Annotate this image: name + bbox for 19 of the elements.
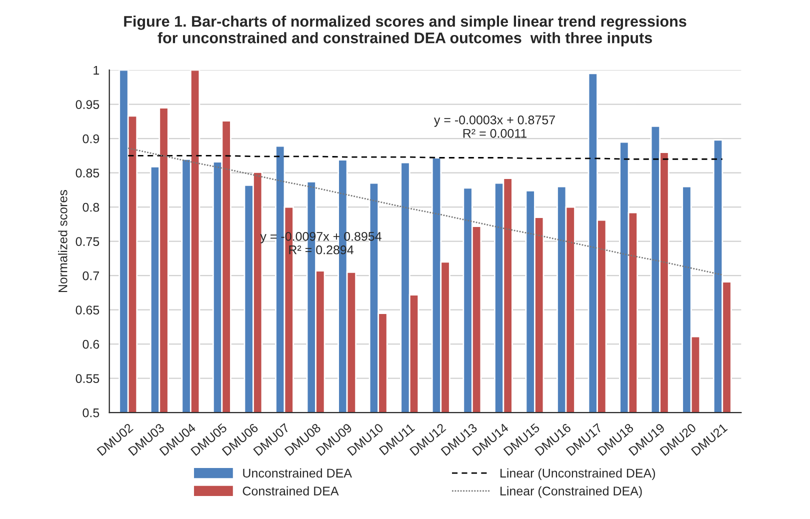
y-tick-label: 0.95 [76,100,100,109]
legend-label: Linear (Unconstrained DEA) [500,468,656,480]
y-tick-label: 0.55 [76,374,100,384]
y-tick-label: 0.85 [76,168,100,178]
y-tick-label: 0.5 [82,408,100,418]
legend-label: Constrained DEA [242,486,339,496]
y-tick-label: 0.65 [76,306,100,314]
line-series [127,147,724,276]
y-tick-label: 0.75 [76,237,100,246]
y-tick-label: 1 [94,66,100,75]
y-tick-label: 0.8 [82,202,100,212]
legend-label: Linear (Constrained DEA) [500,486,642,498]
annotation: y = -0.0003x + 0.8757 R² = 0.0011 [434,116,555,138]
y-tick-label: 0.9 [82,134,100,144]
legend-label: Unconstrained DEA [243,468,352,478]
y-tick-label: 0.6 [82,340,100,349]
y-axis-title: Normalized scores [58,190,68,292]
y-tick-label: 0.7 [82,271,99,280]
chart-title: Figure 1. Bar-charts of normalized scores and simple linear trend regressions for unconstrained and constrained DEA outcomes with three inputs [124,16,686,46]
